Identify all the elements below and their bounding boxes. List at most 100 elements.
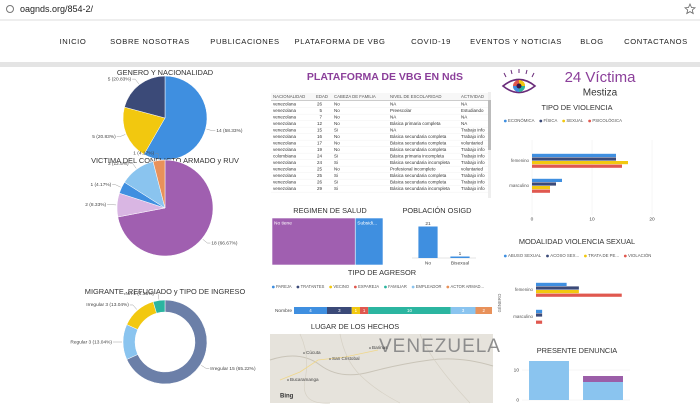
chart-title: TIPO DE VIOLENCIA bbox=[541, 103, 612, 112]
legend-label: VIOLACIÓN bbox=[628, 253, 651, 258]
table-header-bg bbox=[271, 93, 488, 100]
bar bbox=[536, 320, 543, 324]
table-cell: venezolana bbox=[273, 167, 297, 172]
legend-label: VECINO bbox=[333, 284, 349, 289]
nav-link[interactable]: PUBLICACIONES bbox=[210, 37, 279, 46]
pie-slice bbox=[126, 301, 157, 330]
legend-swatch bbox=[353, 285, 357, 289]
table-cell: NA bbox=[461, 102, 467, 107]
city-dot bbox=[287, 379, 289, 381]
legend-label: PAREJA bbox=[276, 284, 292, 289]
table-header: CABEZA DE FAMILIA bbox=[334, 94, 376, 99]
map-area[interactable] bbox=[270, 334, 493, 403]
y-tick-label: 10 bbox=[514, 367, 520, 373]
pie-slice bbox=[124, 75, 166, 119]
table-cell: 25 bbox=[317, 173, 323, 178]
legend-label: EMPLEADOR bbox=[416, 284, 442, 289]
table-cell: Si bbox=[334, 128, 338, 133]
nav-link[interactable]: CONTACTANOS bbox=[624, 37, 688, 46]
legend-label: ACOSO SEX... bbox=[550, 253, 579, 258]
city-label: San Cristobal bbox=[332, 356, 360, 361]
table-cell: No bbox=[334, 102, 340, 107]
data-table: NACIONALIDAD EDAD CABEZA DE FAMILIA NIVEL D… bbox=[271, 93, 488, 193]
city-dot bbox=[329, 358, 331, 360]
legend-label: ECONÓMICA bbox=[508, 118, 535, 123]
table-cell: Preescolar bbox=[390, 108, 412, 113]
bar-segment bbox=[360, 307, 369, 314]
label-leader bbox=[201, 365, 210, 369]
segment-label: 3 bbox=[462, 308, 465, 313]
chart-title: POBLACIÓN OSIGD bbox=[403, 206, 472, 215]
table-cell: No bbox=[334, 134, 340, 139]
y-tick-label: 0 bbox=[516, 397, 519, 403]
map-provider: Bing bbox=[280, 394, 294, 400]
table-cell: No bbox=[334, 108, 340, 113]
table-cell: Básica secundaria completa bbox=[390, 173, 447, 178]
bar-segment bbox=[368, 307, 451, 314]
table-cell: Si bbox=[334, 186, 338, 191]
table-header: EDAD bbox=[316, 94, 328, 99]
legend-label: FAMILIAR bbox=[388, 284, 407, 289]
bar bbox=[536, 290, 579, 294]
map-roads bbox=[299, 333, 471, 404]
table-cell: Básica secundaria completa bbox=[390, 147, 447, 152]
table-cell: voluntaried bbox=[461, 167, 484, 172]
table-cell: 19 bbox=[317, 147, 323, 152]
nav-link[interactable]: BLOG bbox=[580, 37, 604, 46]
bookmark-star[interactable] bbox=[683, 2, 697, 15]
table-cell: venezolana bbox=[273, 134, 297, 139]
pie-slice bbox=[126, 299, 208, 385]
legend-label: PSICOLÓGICA bbox=[592, 118, 622, 123]
table-cell: Básica secundaria completa bbox=[390, 134, 447, 139]
bar bbox=[532, 153, 616, 157]
site-info-icon[interactable] bbox=[6, 5, 14, 13]
card-subtitle: Mestiza bbox=[583, 88, 618, 99]
label-leader bbox=[129, 163, 137, 169]
table-cell: Básica secundaria incompleta bbox=[390, 160, 450, 165]
table-cell: 7 bbox=[319, 115, 322, 120]
nav-link[interactable]: SOBRE NOSOTRAS bbox=[110, 37, 190, 46]
url[interactable]: oagnds.org/854-2/ bbox=[20, 4, 94, 14]
bar-segment bbox=[450, 307, 476, 314]
map-labels: LUGAR DE LOS HECHOS VENEZUELA Cúcuta San Cr… bbox=[280, 322, 500, 400]
nav-link[interactable]: COVID-19 bbox=[411, 37, 451, 46]
table-cell: NA bbox=[390, 115, 396, 120]
legend-label: EXPAREJA bbox=[358, 284, 379, 289]
table-cell: Trabajo info bbox=[461, 134, 485, 139]
nav-link[interactable]: PLATAFORMA DE VBG bbox=[295, 37, 386, 46]
bar bbox=[532, 189, 550, 193]
table-cell: Si bbox=[334, 160, 338, 165]
bar bbox=[536, 313, 543, 317]
card-number: 24 bbox=[565, 69, 582, 86]
legend-swatch bbox=[329, 285, 333, 289]
y-tick-label: femenino bbox=[511, 158, 530, 163]
legend-label: TRATANTES bbox=[301, 284, 325, 289]
table-cell: Básica primaria completa bbox=[390, 121, 441, 126]
nav-link[interactable]: EVENTOS Y NOTICIAS bbox=[470, 37, 562, 46]
table-cell: venezolana bbox=[273, 128, 297, 133]
chart-title: MIGRANTE, REFUGIADO y TIPO DE INGRESO bbox=[85, 287, 246, 296]
pie-slice bbox=[143, 75, 208, 161]
table-scrollbar[interactable] bbox=[488, 100, 491, 150]
table-cell: 26 bbox=[317, 180, 323, 185]
bar-segment bbox=[583, 376, 623, 382]
nav-link[interactable]: INICIO bbox=[60, 37, 87, 46]
legend-swatch bbox=[539, 119, 543, 123]
slice-label: Irregular 15 (65.22%) bbox=[210, 366, 256, 372]
eye-outline bbox=[501, 78, 537, 94]
bar-segment bbox=[529, 361, 569, 400]
legend-label: SEXUAL bbox=[566, 118, 584, 123]
dashboard-title: PLATAFORMA DE VBG EN NdS bbox=[307, 71, 463, 83]
label-leader bbox=[129, 304, 137, 310]
table-cell: No bbox=[334, 147, 340, 152]
y-axis-label: GÉNERO bbox=[497, 293, 502, 312]
label-leader bbox=[155, 293, 160, 300]
table-cell: Trabajo info bbox=[461, 173, 485, 178]
treemap-tile bbox=[271, 217, 356, 266]
table-cell: Si bbox=[334, 173, 338, 178]
tile-label: No tiene bbox=[274, 220, 292, 226]
legend-swatch bbox=[588, 119, 592, 123]
eyelashes bbox=[503, 69, 535, 78]
legend-swatch bbox=[584, 254, 587, 258]
legend-swatch bbox=[546, 254, 549, 258]
